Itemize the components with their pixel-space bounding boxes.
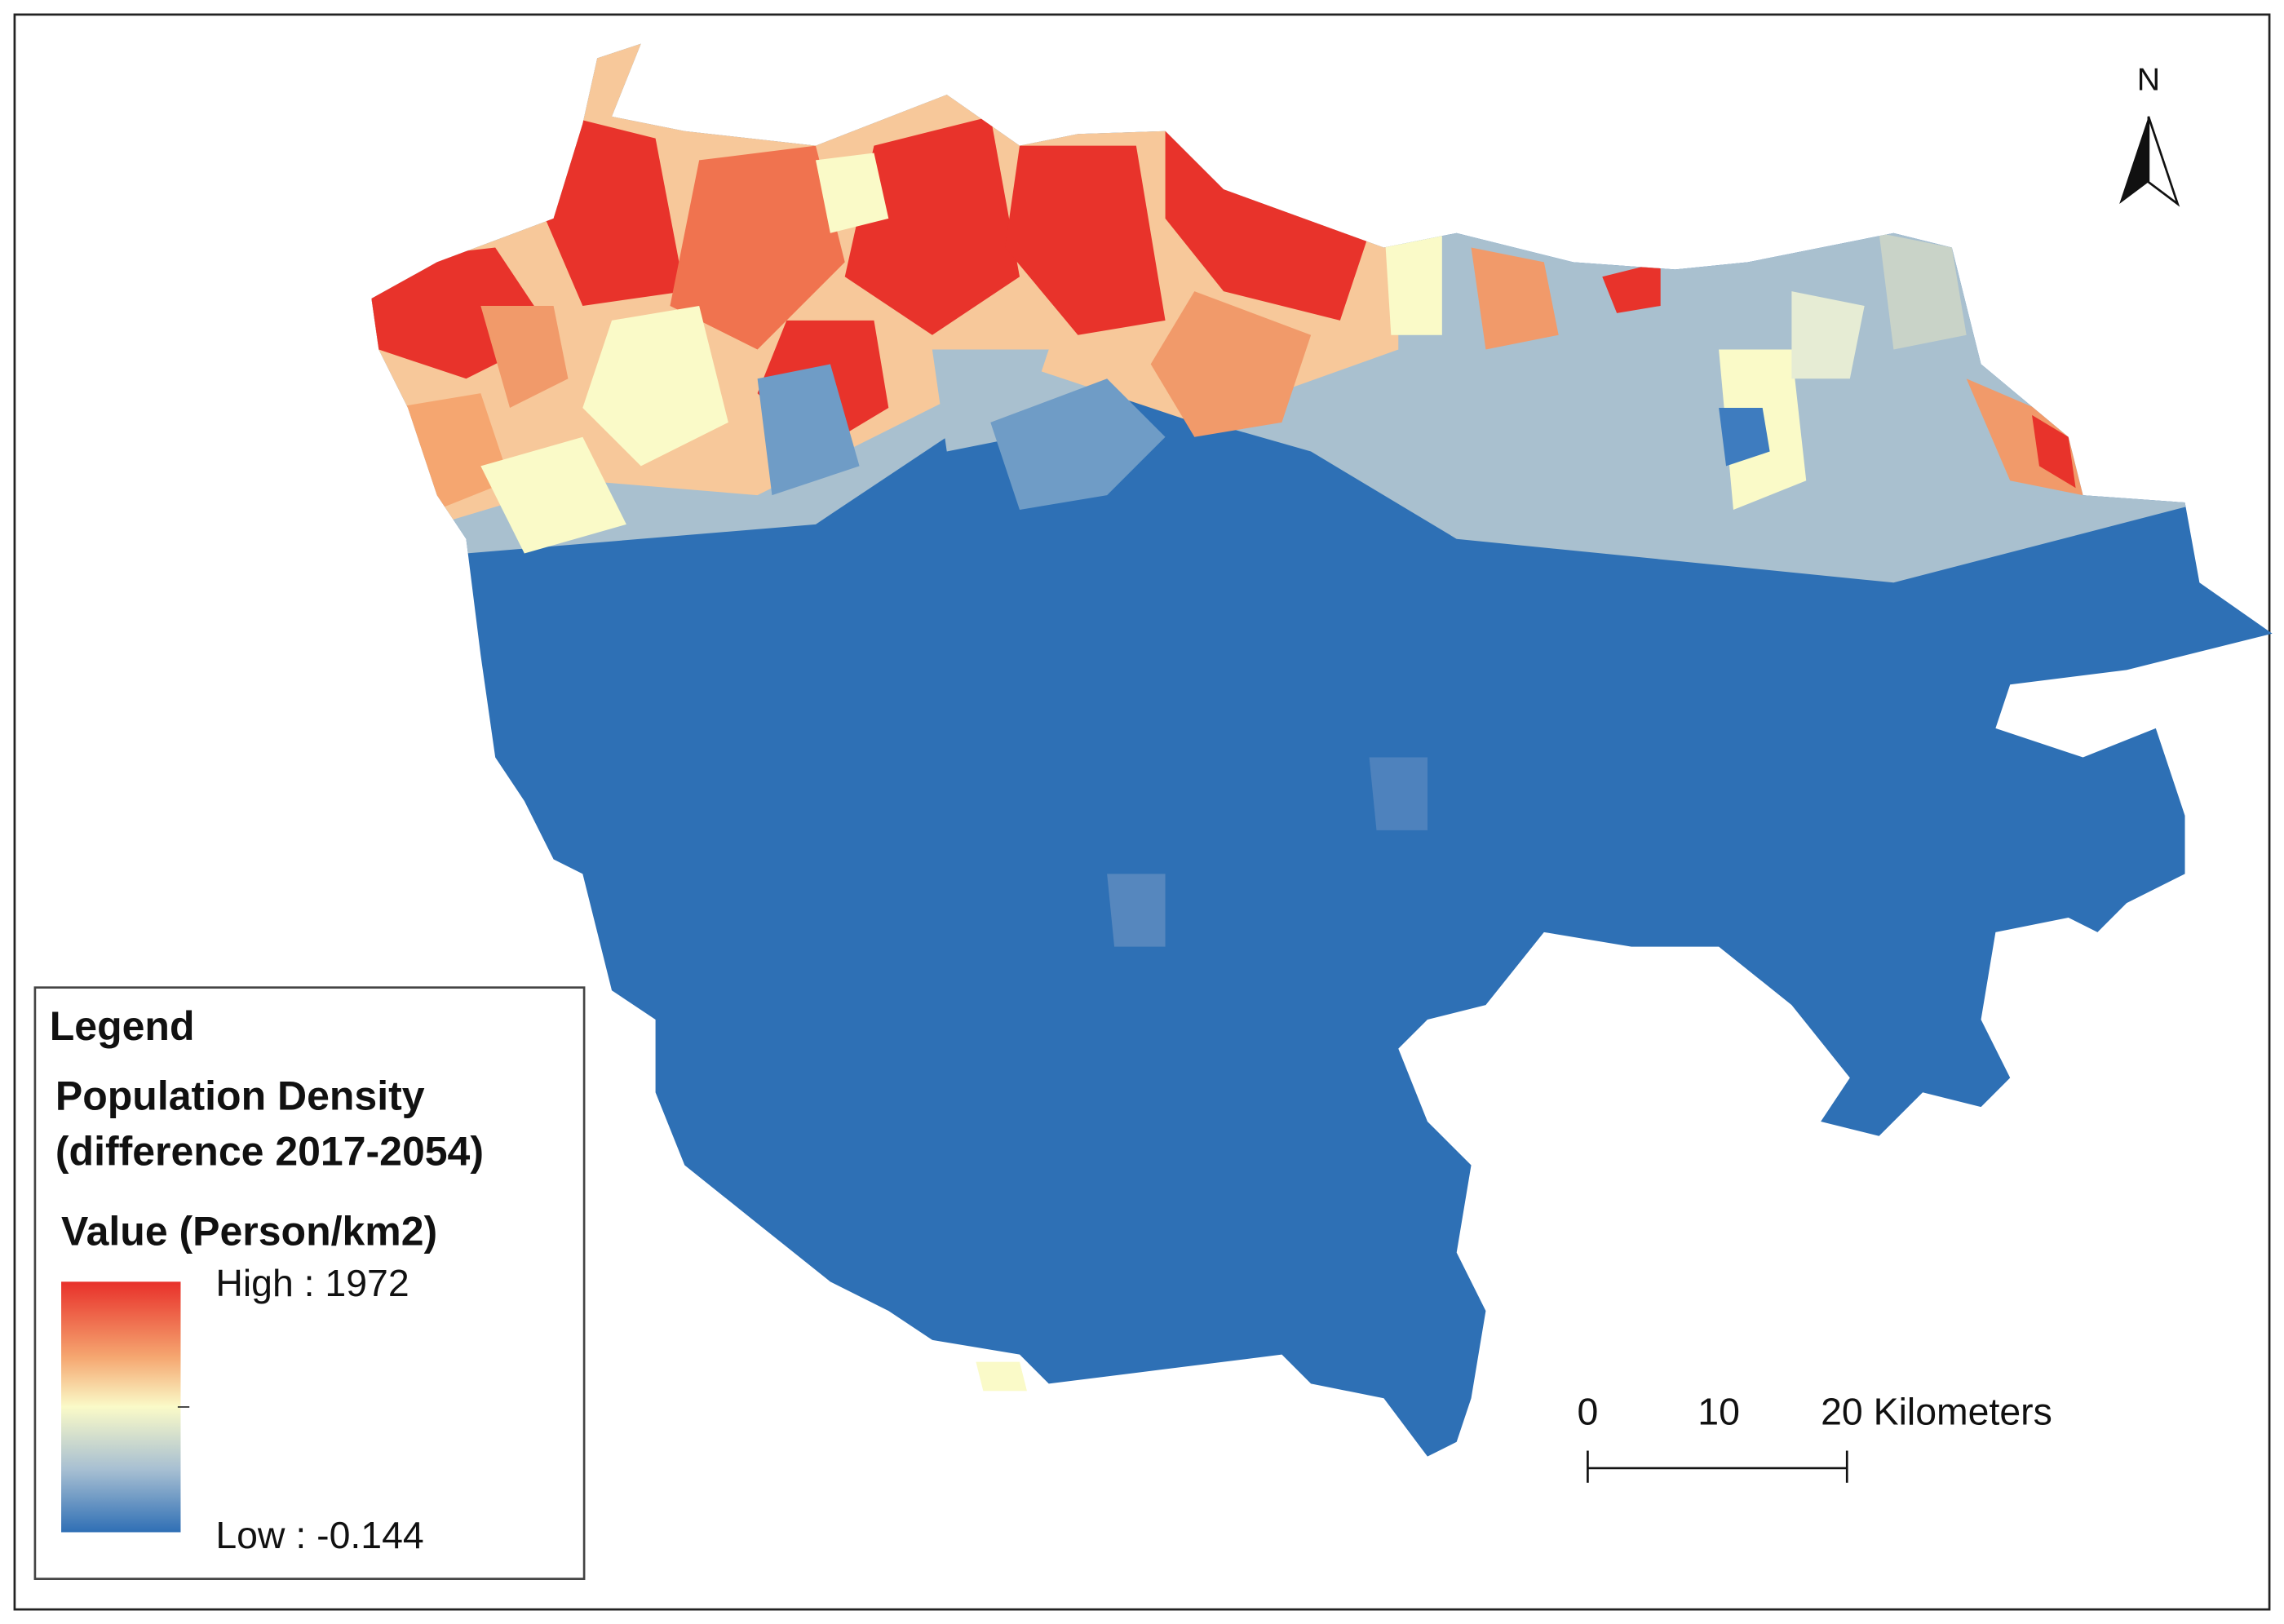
color-ramp (61, 1281, 181, 1533)
north-arrow: N (2119, 62, 2180, 207)
region (371, 43, 2273, 1457)
legend-low: Low : -0.144 (215, 1514, 423, 1556)
north-label: N (2137, 62, 2160, 98)
legend: Legend Population Density (difference 20… (33, 986, 586, 1580)
legend-subtitle: (difference 2017-2054) (55, 1129, 484, 1175)
scale-label: 10 (1698, 1390, 1740, 1432)
frame (13, 13, 2271, 1611)
legend-subtitle: Population Density (55, 1073, 425, 1119)
legend-high: High : 1972 (215, 1262, 409, 1304)
legend-title: Legend (50, 1003, 195, 1049)
scale-bar: 0 10 20 Kilometers (1578, 1390, 2052, 1483)
scale-label: 20 Kilometers (1821, 1390, 2052, 1432)
scale-label: 0 (1578, 1390, 1599, 1432)
legend-field: Value (Person/km2) (61, 1209, 437, 1255)
islet (976, 1361, 1027, 1392)
